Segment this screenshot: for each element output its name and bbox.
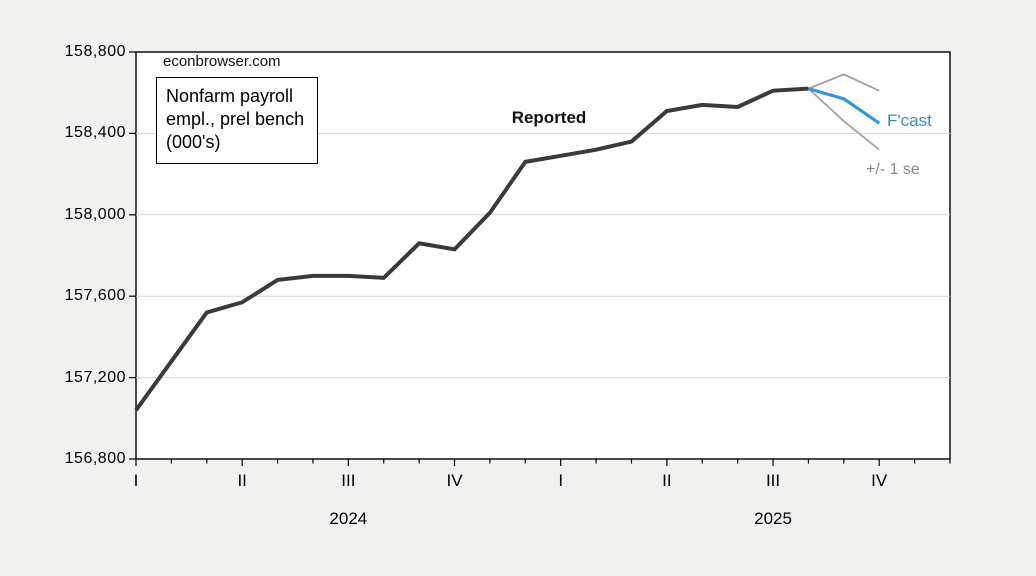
y-tick-label: 157,200 [64,368,126,386]
x-tick-label: I [133,471,139,490]
x-tick-label: III [765,471,781,490]
se-band-label: +/- 1 se [866,161,920,178]
x-tick-label: IV [871,471,888,490]
y-tick-label: 158,800 [64,43,126,60]
x-tick-label: I [558,471,564,490]
year-label: 2024 [329,509,368,528]
forecast-series-label: F'cast [887,111,932,130]
reported-series-label: Reported [511,108,587,127]
year-label: 2025 [754,509,792,528]
watermark: econbrowser.com [163,53,281,70]
x-tick-label: IV [446,471,463,490]
x-tick-label: II [237,471,247,490]
y-tick-label: 158,400 [64,124,126,142]
series-forecast [807,87,881,125]
series-description-box: Nonfarm payroll empl., prel bench (000's… [156,77,318,164]
x-tick-label: II [662,471,672,490]
series-upper-se [808,73,880,92]
series-reported [134,86,809,412]
y-tick-label: 157,600 [64,287,126,305]
x-tick-label: III [341,471,356,490]
y-tick-label: 156,800 [64,450,126,467]
y-tick-label: 158,000 [64,205,126,223]
series-lower-se [807,87,880,151]
